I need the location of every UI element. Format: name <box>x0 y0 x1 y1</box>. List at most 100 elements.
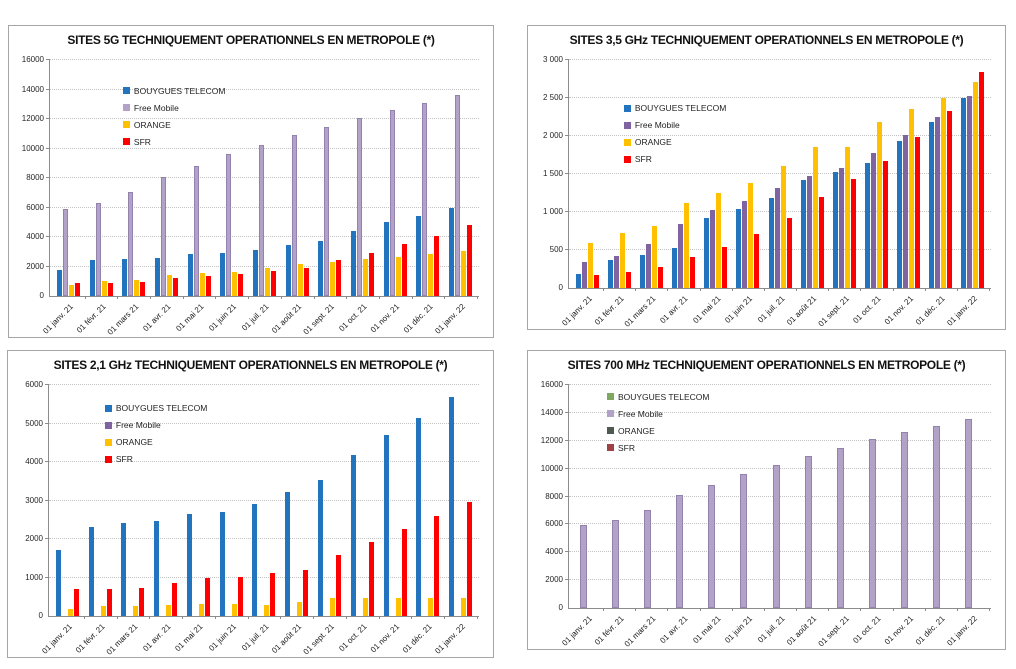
bar-free-mobile <box>710 210 716 288</box>
bar-free-mobile <box>836 448 844 608</box>
bar-orange <box>395 257 401 296</box>
y-axis-tick <box>565 467 569 469</box>
x-axis-tick <box>444 296 446 299</box>
bar-free-mobile <box>965 419 973 608</box>
y-axis-tick <box>46 177 50 178</box>
bar-free-mobile <box>870 152 876 288</box>
gridline <box>50 236 479 237</box>
bar-bouygues-telecom <box>351 231 357 296</box>
y-tick-label: 6000 <box>25 380 43 389</box>
y-axis-tick <box>565 135 569 137</box>
bar-sfr <box>303 570 309 616</box>
x-tick-label: 01 mars 21 <box>623 294 658 329</box>
y-tick-label: 0 <box>39 291 44 300</box>
bar-sfr <box>369 252 375 296</box>
bar-group: 01 août 21 <box>785 385 830 647</box>
bar-group: 01 sept. 21 <box>816 60 862 328</box>
x-axis-tick <box>411 616 413 619</box>
bar-bouygues-telecom <box>318 240 324 296</box>
bar-group: 01 avr. 21 <box>141 385 184 653</box>
legend: BOUYGUES TELECOM Free Mobile ORANGE SFR <box>623 103 726 171</box>
y-tick-label: 6000 <box>26 202 44 212</box>
x-axis-tick <box>860 288 862 291</box>
x-tick-label: 01 sept. 21 <box>301 622 336 657</box>
x-tick-label: 01 déc. 21 <box>914 294 948 327</box>
bar-bouygues-telecom <box>961 98 967 288</box>
legend-swatch <box>104 438 112 446</box>
bar-orange <box>232 271 238 296</box>
legend-label: SFR <box>115 454 133 465</box>
legend-swatch <box>606 427 614 435</box>
y-axis-tick <box>565 439 569 441</box>
x-axis-tick <box>699 288 701 291</box>
legend-label: Free Mobile <box>634 120 680 131</box>
legend-swatch <box>122 104 130 112</box>
bar-sfr <box>947 110 953 288</box>
bar-bouygues-telecom <box>55 549 61 616</box>
bar-sfr <box>754 234 760 288</box>
bar-free-mobile <box>903 135 909 288</box>
y-tick-label: 2 500 <box>542 93 563 102</box>
x-axis-tick <box>150 296 152 299</box>
chart-panel-3-5-ghz: SITES 3,5 GHz TECHNIQUEMENT OPERATIONNEL… <box>527 25 1006 330</box>
bar-sfr <box>401 244 407 296</box>
bar-sfr <box>73 589 79 616</box>
bar-free-mobile <box>324 127 330 296</box>
x-axis-tick <box>796 608 798 611</box>
x-axis-tick <box>635 608 637 611</box>
bar-free-mobile <box>291 135 297 296</box>
y-tick-label: 2000 <box>545 575 563 585</box>
x-axis-tick <box>83 616 85 619</box>
bar-group: 01 mars 21 <box>623 60 669 329</box>
x-tick-label: 01 juin 21 <box>206 622 238 653</box>
bar-sfr <box>467 225 473 296</box>
x-tick-label: 01 avr. 21 <box>658 294 690 326</box>
bar-sfr <box>401 528 407 616</box>
bar-orange <box>330 262 336 296</box>
y-tick-label: 10000 <box>21 143 44 153</box>
bar-series-area: 01 janv. 21 01 févr. 21 01 mars 21 01 avr. … <box>41 60 479 337</box>
legend-item: SFR <box>623 154 726 164</box>
bar-group: 01 nov. 21 <box>883 385 926 646</box>
bar-free-mobile <box>708 485 716 608</box>
y-axis-tick <box>565 384 569 385</box>
bar-free-mobile <box>95 203 101 296</box>
bar-free-mobile <box>935 117 941 288</box>
bar-orange <box>67 608 73 616</box>
x-tick-label: 01 nov. 21 <box>882 614 916 647</box>
bar-orange <box>587 243 593 288</box>
bar-group: 01 août 21 <box>270 385 315 655</box>
x-axis-tick <box>892 608 894 611</box>
gridline <box>49 499 479 501</box>
bar-bouygues-telecom <box>929 121 935 288</box>
y-tick-label: 5000 <box>25 418 43 428</box>
x-axis-tick <box>731 288 733 291</box>
bar-free-mobile <box>389 109 395 296</box>
x-tick-label: 01 avr. 21 <box>141 302 173 334</box>
bar-free-mobile <box>967 96 973 288</box>
bar-free-mobile <box>357 117 363 296</box>
x-axis-tick <box>214 616 216 619</box>
bar-orange <box>362 597 368 616</box>
x-axis-tick <box>667 288 669 291</box>
bar-bouygues-telecom <box>575 273 581 288</box>
y-axis-tick <box>46 118 50 119</box>
y-tick-label: 1 000 <box>542 207 563 217</box>
x-tick-label: 01 nov. 21 <box>882 294 916 327</box>
bar-orange <box>264 268 270 296</box>
legend-swatch <box>122 121 130 129</box>
bar-orange <box>198 604 204 616</box>
bar-free-mobile <box>772 465 780 608</box>
gridline <box>569 211 991 213</box>
legend-item: BOUYGUES TELECOM <box>122 86 225 96</box>
bar-free-mobile <box>581 261 587 288</box>
bar-group: 01 sept. 21 <box>816 385 862 648</box>
x-tick-label: 01 août 21 <box>270 622 304 656</box>
bar-free-mobile <box>838 167 844 288</box>
legend-swatch <box>606 444 614 452</box>
legend-label: ORANGE <box>634 137 672 148</box>
bar-sfr <box>467 502 473 616</box>
bar-orange <box>264 604 270 616</box>
bar-bouygues-telecom <box>285 245 291 296</box>
y-tick-label: 12000 <box>540 435 563 445</box>
